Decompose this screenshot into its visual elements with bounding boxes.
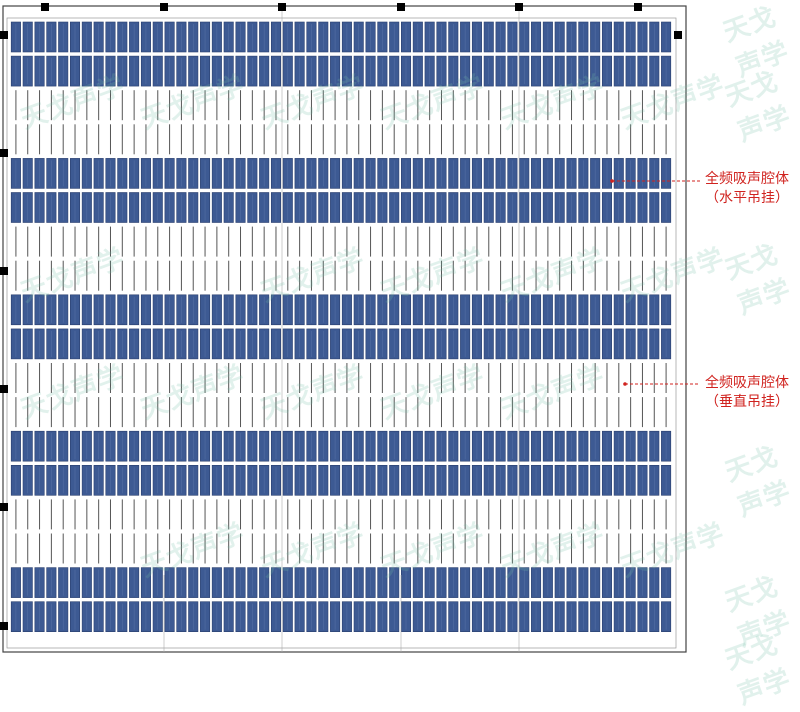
vertical-baffle-row — [15, 260, 667, 291]
inner-frame — [6, 17, 677, 649]
horizontal-panel-row — [10, 464, 672, 496]
horizontal-panel-row — [10, 601, 672, 633]
horizontal-panel-row — [10, 55, 672, 87]
column-marker — [0, 149, 8, 157]
column-marker — [0, 622, 8, 630]
vertical-baffle-row — [15, 226, 667, 257]
leader-dot — [610, 179, 614, 183]
vertical-baffle-row — [15, 90, 667, 121]
horizontal-cavity-label: 全频吸声腔体 （水平吊挂） — [697, 170, 797, 208]
column-markers — [0, 3, 682, 630]
leader-dot — [623, 382, 627, 386]
horizontal-cavity-mode: （水平吊挂） — [705, 190, 789, 206]
vertical-baffle-row — [15, 499, 667, 530]
column-marker — [634, 3, 642, 11]
panel-rows — [10, 21, 672, 633]
column-marker — [41, 3, 49, 11]
column-marker — [0, 31, 8, 39]
horizontal-cavity-name: 全频吸声腔体 — [705, 171, 789, 187]
horizontal-panel-row — [10, 21, 672, 53]
horizontal-panel-row — [10, 567, 672, 598]
horizontal-panel-row — [10, 328, 672, 360]
horizontal-panel-row — [10, 158, 672, 189]
horizontal-panel-row — [10, 192, 672, 223]
vertical-cavity-label: 全频吸声腔体 （垂直吊挂） — [697, 374, 797, 412]
column-marker — [278, 3, 286, 11]
column-marker — [674, 31, 682, 39]
vertical-baffle-row — [15, 124, 667, 155]
column-marker — [0, 385, 8, 393]
column-marker — [515, 3, 523, 11]
frame — [2, 5, 687, 653]
vertical-baffle-row — [15, 363, 667, 393]
horizontal-panel-row — [10, 430, 672, 462]
callout-leaders — [610, 179, 700, 386]
vertical-cavity-mode: （垂直吊挂） — [705, 394, 789, 410]
column-marker — [397, 3, 405, 11]
vertical-baffle-row — [15, 533, 667, 564]
ceiling-plan-drawing — [0, 3, 700, 653]
vertical-baffle-row — [15, 397, 667, 428]
outer-frame — [2, 5, 687, 653]
column-marker — [0, 267, 8, 275]
column-marker — [160, 3, 168, 11]
horizontal-panel-row — [10, 294, 672, 326]
vertical-cavity-name: 全频吸声腔体 — [705, 375, 789, 391]
column-marker — [0, 503, 8, 511]
